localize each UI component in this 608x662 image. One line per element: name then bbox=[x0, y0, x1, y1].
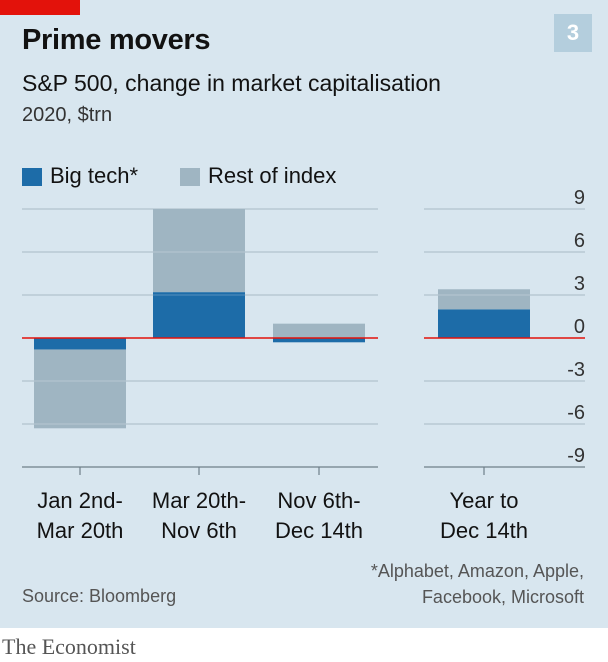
y-tick-label: 6 bbox=[574, 230, 585, 252]
brand-bar bbox=[0, 0, 80, 15]
y-tick-label: -6 bbox=[567, 402, 585, 424]
chart-title: Prime movers bbox=[22, 24, 211, 56]
bar-chart: 9 6 3 0 -3 -6 -9 Jan 2nd- Mar 20th Mar 20th- Nov 6… bbox=[22, 190, 585, 543]
bar-rest-of-index bbox=[438, 289, 530, 310]
y-tick-label: 9 bbox=[574, 190, 585, 209]
chart-number-badge: 3 bbox=[554, 14, 592, 52]
bar-rest-of-index bbox=[153, 209, 245, 293]
legend-label-rest-of-index: Rest of index bbox=[208, 163, 337, 188]
x-category-label: Nov 6th bbox=[161, 518, 237, 543]
legend-label-big-tech: Big tech* bbox=[50, 163, 139, 188]
x-category-label: Jan 2nd- bbox=[37, 488, 123, 513]
footnote-line-2: Facebook, Microsoft bbox=[421, 587, 584, 607]
legend-swatch-rest-of-index bbox=[180, 168, 200, 186]
source-note: Source: Bloomberg bbox=[22, 586, 177, 606]
x-category-label: Dec 14th bbox=[275, 518, 363, 543]
bar-big-tech bbox=[438, 309, 530, 338]
x-category-label: Dec 14th bbox=[440, 518, 528, 543]
footnote: *Alphabet, Amazon, Apple, Facebook, Micr… bbox=[371, 558, 584, 610]
x-category-label: Mar 20th- bbox=[152, 488, 246, 513]
y-tick-label: -9 bbox=[567, 445, 585, 467]
x-category-label: Year to bbox=[450, 488, 519, 513]
y-tick-label: -3 bbox=[567, 359, 585, 381]
bar-rest-of-index bbox=[273, 323, 365, 338]
bar-big-tech bbox=[34, 338, 126, 350]
bar-big-tech bbox=[273, 338, 365, 343]
bar-big-tech bbox=[153, 292, 245, 338]
x-category-label: Nov 6th- bbox=[277, 488, 360, 513]
legend-swatch-big-tech bbox=[22, 168, 42, 186]
bar-rest-of-index bbox=[34, 349, 126, 429]
footnote-line-1: *Alphabet, Amazon, Apple, bbox=[370, 561, 584, 581]
x-category-label: Mar 20th bbox=[37, 518, 124, 543]
chart-unit-line: 2020, $trn bbox=[22, 104, 113, 126]
publisher-logo: The Economist bbox=[2, 634, 136, 659]
y-tick-label: 3 bbox=[574, 273, 585, 295]
chart-subtitle: S&P 500, change in market capitalisation bbox=[22, 70, 441, 96]
y-tick-label: 0 bbox=[574, 316, 585, 338]
